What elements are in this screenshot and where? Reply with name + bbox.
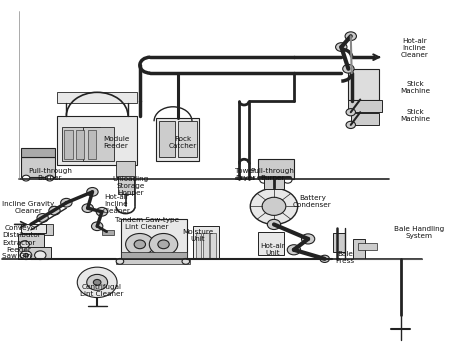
Bar [18, 234, 44, 247]
Text: Hot-air
Incline
Cleaner: Hot-air Incline Cleaner [401, 38, 428, 58]
Bar [21, 157, 55, 177]
Circle shape [287, 245, 301, 255]
Bar [258, 159, 294, 179]
Circle shape [49, 206, 60, 215]
Text: Tower
Dryer: Tower Dryer [235, 168, 256, 181]
Text: Hot-air
Unit: Hot-air Unit [260, 243, 285, 256]
Bar [102, 230, 114, 235]
Bar [121, 219, 187, 259]
Circle shape [283, 177, 292, 183]
Circle shape [301, 234, 315, 244]
Text: Bale
Press: Bale Press [336, 251, 355, 264]
Bar [333, 233, 345, 252]
Bar [118, 176, 134, 194]
Circle shape [158, 240, 169, 249]
Bar [62, 127, 100, 161]
Circle shape [37, 214, 48, 222]
Bar [32, 224, 53, 235]
Circle shape [61, 198, 72, 207]
Bar [351, 113, 379, 125]
Circle shape [267, 219, 281, 230]
Circle shape [87, 188, 98, 196]
Circle shape [87, 274, 108, 290]
Bar [203, 233, 209, 259]
Text: Hot-air
Incline
Cleaner: Hot-air Incline Cleaner [102, 194, 130, 214]
Circle shape [93, 279, 101, 285]
Text: Pull-through
Burner: Pull-through Burner [251, 168, 294, 181]
Circle shape [96, 207, 108, 216]
Circle shape [346, 121, 356, 129]
Bar [159, 121, 175, 157]
Circle shape [336, 43, 347, 51]
Bar [258, 232, 284, 255]
Circle shape [345, 32, 356, 41]
Bar [116, 259, 190, 264]
Bar [64, 130, 73, 159]
Text: Conveyor
Distributor: Conveyor Distributor [2, 225, 41, 238]
Circle shape [35, 251, 46, 260]
Circle shape [250, 188, 298, 224]
Bar [348, 69, 379, 100]
Bar [353, 239, 365, 259]
Text: Unloading
Storage
Hopper: Unloading Storage Hopper [112, 176, 148, 195]
Circle shape [346, 109, 356, 116]
Bar [156, 118, 199, 161]
Circle shape [149, 233, 178, 255]
Bar [116, 161, 135, 177]
Circle shape [182, 258, 190, 264]
Text: Battery
Condenser: Battery Condenser [293, 195, 332, 208]
Text: Extractor
Feeder: Extractor Feeder [2, 240, 36, 253]
Bar [348, 100, 382, 112]
Bar [193, 226, 219, 259]
Circle shape [46, 175, 54, 181]
Bar [196, 233, 201, 259]
Bar [235, 177, 254, 179]
Circle shape [262, 197, 286, 215]
Text: Moisture
Unit: Moisture Unit [182, 229, 214, 242]
Bar [21, 224, 46, 233]
Circle shape [320, 255, 329, 262]
Circle shape [116, 258, 124, 264]
Text: Stick
Machine: Stick Machine [401, 81, 431, 94]
Bar [76, 130, 84, 159]
Text: Module
Feeder: Module Feeder [103, 136, 129, 149]
Circle shape [22, 175, 30, 181]
Text: Incline Gravity
Cleaner: Incline Gravity Cleaner [2, 201, 55, 214]
Circle shape [91, 222, 103, 231]
Bar [358, 243, 377, 250]
Text: Saw Gin: Saw Gin [2, 253, 32, 259]
Circle shape [126, 233, 154, 255]
Bar [18, 247, 51, 259]
Bar [83, 127, 114, 161]
Circle shape [82, 204, 93, 212]
Bar [178, 121, 197, 157]
Text: Centrifugal
Lint Cleaner: Centrifugal Lint Cleaner [80, 284, 124, 297]
Text: Pull-through
Burner: Pull-through Burner [28, 168, 72, 181]
Bar [88, 130, 96, 159]
Text: Rock
Catcher: Rock Catcher [168, 136, 197, 149]
Bar [121, 252, 187, 259]
Circle shape [134, 240, 146, 249]
Text: Stick
Machine: Stick Machine [401, 109, 431, 122]
Text: Tandem Saw-type
Lint Cleaner: Tandem Saw-type Lint Cleaner [115, 217, 179, 230]
Circle shape [77, 267, 117, 298]
Circle shape [20, 251, 32, 260]
Bar [210, 233, 216, 259]
Bar [21, 148, 55, 157]
Text: Bale Handling
System: Bale Handling System [394, 226, 445, 239]
Circle shape [260, 177, 268, 183]
Circle shape [20, 241, 29, 248]
Bar [57, 92, 137, 103]
Circle shape [24, 253, 28, 257]
Circle shape [343, 64, 354, 73]
Bar [57, 116, 137, 165]
Bar [264, 178, 284, 189]
